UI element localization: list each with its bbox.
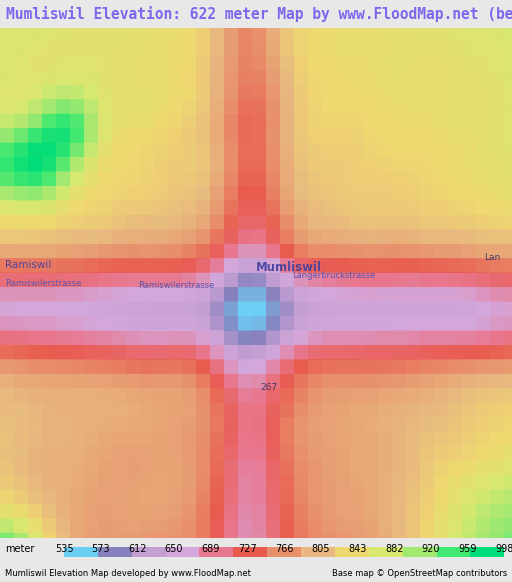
Bar: [132, 547, 165, 557]
Text: 612: 612: [128, 544, 146, 553]
Text: Mumliswil Elevation: 622 meter Map by www.FloodMap.net (beta): Mumliswil Elevation: 622 meter Map by ww…: [6, 6, 512, 22]
Text: 267: 267: [260, 384, 278, 392]
Text: Mumliswil Elevation Map developed by www.FloodMap.net: Mumliswil Elevation Map developed by www…: [5, 569, 251, 578]
Bar: [471, 547, 504, 557]
Bar: [165, 547, 200, 557]
Text: Ramiswil: Ramiswil: [5, 260, 52, 270]
Bar: [301, 547, 335, 557]
Text: Ramiswilerstrasse: Ramiswilerstrasse: [138, 281, 215, 290]
Bar: [403, 547, 437, 557]
Text: 805: 805: [312, 544, 330, 553]
Text: Langerbruckstrasse: Langerbruckstrasse: [292, 271, 375, 280]
Bar: [233, 547, 267, 557]
Text: 650: 650: [165, 544, 183, 553]
Text: 766: 766: [275, 544, 293, 553]
Text: 959: 959: [458, 544, 477, 553]
Text: Mumliswil: Mumliswil: [256, 261, 322, 274]
Bar: [437, 547, 471, 557]
Text: 882: 882: [385, 544, 403, 553]
Text: 727: 727: [238, 544, 257, 553]
Text: 843: 843: [348, 544, 367, 553]
Bar: [200, 547, 233, 557]
Text: 998: 998: [495, 544, 512, 553]
Bar: [369, 547, 403, 557]
Text: Base map © OpenStreetMap contributors: Base map © OpenStreetMap contributors: [332, 569, 507, 578]
Text: 535: 535: [55, 544, 73, 553]
Text: 689: 689: [202, 544, 220, 553]
Text: Lan: Lan: [484, 253, 500, 262]
Bar: [335, 547, 369, 557]
Text: Ramiswilerstrasse: Ramiswilerstrasse: [5, 279, 81, 288]
Text: 920: 920: [422, 544, 440, 553]
Text: meter: meter: [5, 544, 34, 553]
Bar: [98, 547, 132, 557]
Bar: [64, 547, 98, 557]
Bar: [267, 547, 301, 557]
Text: 573: 573: [91, 544, 110, 553]
